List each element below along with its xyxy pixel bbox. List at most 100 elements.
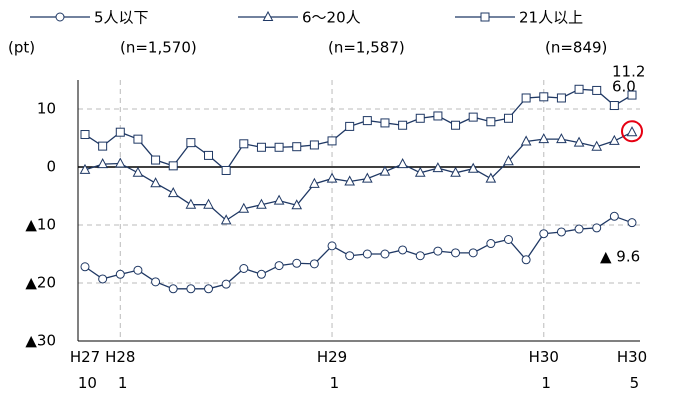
legend-label: 5人以下 bbox=[94, 9, 149, 27]
x-tick-label: H30 5 bbox=[617, 348, 647, 392]
marker-circle bbox=[380, 249, 390, 259]
y-axis-label: (pt) bbox=[8, 39, 35, 57]
marker-square bbox=[556, 93, 566, 103]
marker-square bbox=[451, 120, 461, 130]
marker-circle bbox=[292, 258, 302, 268]
marker-circle bbox=[433, 246, 443, 256]
legend-n: (n=1,587) bbox=[328, 39, 405, 57]
marker-circle bbox=[309, 259, 319, 269]
x-tick-label: H29 1 bbox=[317, 348, 347, 392]
y-tick-label: 0 bbox=[46, 158, 56, 176]
marker-triangle bbox=[150, 177, 161, 188]
marker-circle bbox=[133, 265, 143, 275]
marker-circle bbox=[451, 248, 461, 258]
series-line bbox=[84, 215, 633, 290]
marker-circle bbox=[345, 251, 355, 261]
marker-circle bbox=[539, 229, 549, 239]
marker-circle bbox=[186, 284, 196, 294]
marker-triangle bbox=[361, 172, 373, 183]
legend-label: 21人以上 bbox=[519, 9, 583, 27]
marker-triangle bbox=[397, 158, 408, 169]
marker-square bbox=[256, 142, 266, 152]
marker-circle bbox=[55, 12, 65, 22]
marker-triangle bbox=[97, 158, 108, 169]
marker-triangle bbox=[203, 198, 214, 209]
series-line bbox=[84, 131, 633, 222]
marker-circle bbox=[415, 251, 425, 261]
marker-triangle bbox=[291, 199, 303, 210]
marker-triangle bbox=[132, 166, 144, 177]
marker-square bbox=[362, 116, 372, 126]
marker-square bbox=[627, 90, 637, 100]
marker-circle bbox=[574, 224, 584, 234]
marker-triangle bbox=[609, 134, 620, 145]
marker-square bbox=[503, 113, 513, 123]
marker-triangle bbox=[238, 202, 250, 213]
x-tick-label: H27 10 bbox=[70, 348, 100, 392]
marker-square bbox=[151, 155, 161, 165]
marker-circle bbox=[80, 262, 90, 272]
marker-circle bbox=[592, 223, 602, 233]
marker-circle bbox=[503, 235, 513, 244]
marker-triangle bbox=[256, 198, 267, 209]
marker-triangle bbox=[432, 162, 444, 173]
marker-circle bbox=[168, 284, 178, 294]
marker-triangle bbox=[379, 165, 391, 176]
marker-square bbox=[592, 85, 602, 95]
legend-n: (n=1,570) bbox=[120, 39, 197, 57]
marker-triangle bbox=[309, 177, 320, 188]
marker-triangle bbox=[485, 172, 497, 183]
marker-triangle bbox=[538, 133, 550, 144]
marker-circle bbox=[486, 239, 496, 249]
marker-triangle bbox=[114, 157, 126, 168]
marker-triangle bbox=[573, 136, 585, 147]
marker-square bbox=[398, 120, 408, 130]
marker-triangle bbox=[591, 140, 603, 151]
marker-circle bbox=[256, 269, 266, 279]
x-tick-label: H30 1 bbox=[529, 348, 559, 392]
marker-circle bbox=[204, 284, 214, 294]
x-tick-label: H28 1 bbox=[105, 348, 135, 392]
marker-square bbox=[468, 112, 478, 122]
marker-square bbox=[609, 101, 619, 111]
marker-square bbox=[186, 138, 196, 148]
marker-circle bbox=[151, 277, 161, 287]
marker-circle bbox=[327, 241, 337, 251]
marker-triangle bbox=[220, 214, 232, 225]
marker-square bbox=[486, 117, 496, 127]
end-label: ▲ 9.6 bbox=[600, 248, 640, 266]
y-tick-label: ▲20 bbox=[25, 274, 56, 292]
y-tick-label: ▲10 bbox=[25, 216, 56, 234]
marker-circle bbox=[362, 249, 372, 259]
marker-square bbox=[309, 140, 319, 150]
marker-circle bbox=[274, 261, 284, 271]
marker-triangle bbox=[344, 175, 356, 186]
marker-square bbox=[574, 84, 584, 94]
marker-triangle bbox=[520, 135, 532, 146]
marker-circle bbox=[115, 269, 125, 279]
marker-square bbox=[239, 139, 249, 149]
marker-square bbox=[80, 130, 90, 140]
legend-label: 6～20人 bbox=[302, 9, 361, 27]
y-tick-label: ▲30 bbox=[25, 332, 56, 350]
series-line bbox=[84, 88, 633, 172]
marker-square bbox=[133, 134, 143, 144]
marker-square bbox=[98, 141, 108, 151]
marker-square bbox=[480, 12, 490, 22]
highlight-circle bbox=[621, 120, 643, 143]
marker-circle bbox=[468, 248, 478, 258]
marker-triangle bbox=[450, 166, 461, 177]
marker-circle bbox=[521, 255, 531, 265]
end-label: 11.2 bbox=[612, 63, 645, 81]
marker-triangle bbox=[414, 166, 426, 177]
marker-triangle bbox=[79, 163, 91, 174]
marker-square bbox=[521, 93, 531, 103]
marker-square bbox=[539, 92, 549, 102]
marker-square bbox=[168, 161, 178, 171]
marker-circle bbox=[609, 211, 619, 221]
marker-triangle bbox=[185, 198, 197, 209]
marker-triangle bbox=[262, 10, 274, 21]
marker-square bbox=[327, 136, 337, 146]
marker-square bbox=[115, 127, 125, 137]
